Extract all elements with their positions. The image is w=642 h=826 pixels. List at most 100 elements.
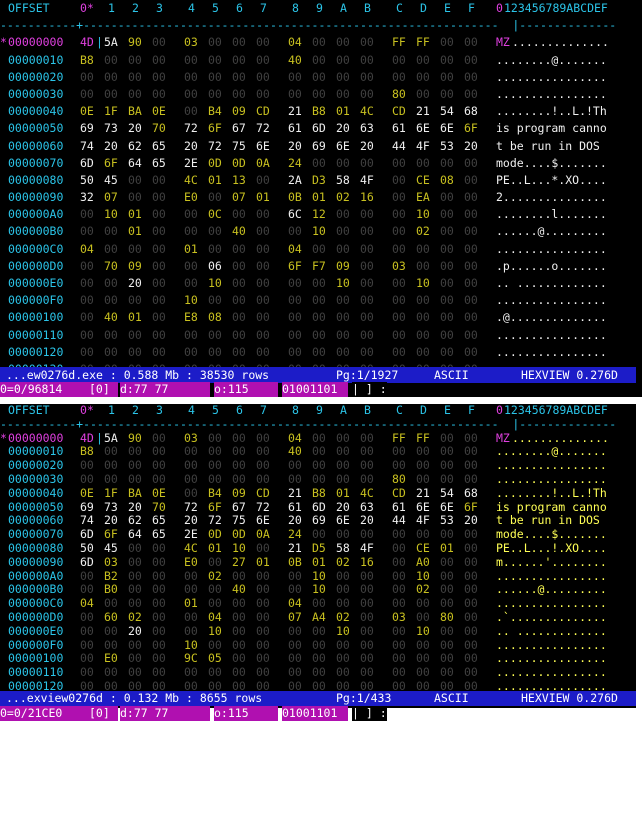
hex-byte[interactable]: 02 xyxy=(128,609,142,624)
hex-byte[interactable]: 00 xyxy=(416,458,430,473)
hex-byte[interactable]: BA xyxy=(128,485,142,500)
hex-byte[interactable]: 00 xyxy=(336,224,350,239)
hex-byte[interactable]: 6D xyxy=(312,499,326,514)
ascii-text[interactable]: mode....$....... xyxy=(496,527,607,542)
hex-byte[interactable]: 10 xyxy=(184,293,198,308)
hex-byte[interactable]: 00 xyxy=(184,224,198,239)
hex-byte[interactable]: 00 xyxy=(464,554,478,569)
hex-byte[interactable]: 6F xyxy=(208,121,222,136)
hex-byte[interactable]: 00 xyxy=(208,344,222,359)
hex-byte[interactable]: 6F xyxy=(208,499,222,514)
hex-byte[interactable]: 00 xyxy=(440,596,454,611)
hex-byte[interactable]: 21 xyxy=(288,540,302,555)
hex-byte[interactable]: 00 xyxy=(336,527,350,542)
hex-byte[interactable]: 01 xyxy=(336,485,350,500)
hex-byte[interactable]: 00 xyxy=(288,344,302,359)
hex-byte[interactable]: 00 xyxy=(336,444,350,459)
hex-byte[interactable]: 00 xyxy=(208,293,222,308)
hex-byte[interactable]: 67 xyxy=(232,499,246,514)
row-offset[interactable]: 00000050 xyxy=(8,499,64,514)
hex-byte[interactable]: 00 xyxy=(392,155,406,170)
hex-byte[interactable]: 00 xyxy=(208,678,222,693)
hex-byte[interactable]: 00 xyxy=(152,310,166,325)
hex-byte[interactable]: 00 xyxy=(152,276,166,290)
hex-byte[interactable]: 00 xyxy=(392,69,406,84)
hex-byte[interactable]: 00 xyxy=(80,678,94,693)
hex-byte[interactable]: 2E xyxy=(184,155,198,170)
hex-byte[interactable]: 00 xyxy=(104,665,118,680)
hex-byte[interactable]: 00 xyxy=(128,172,142,187)
hex-byte[interactable]: 00 xyxy=(152,665,166,680)
hex-byte[interactable]: 00 xyxy=(392,344,406,359)
hex-byte[interactable]: 00 xyxy=(256,258,270,273)
hex-byte[interactable]: 00 xyxy=(208,69,222,84)
hex-byte[interactable]: B8 xyxy=(80,52,94,67)
hex-byte[interactable]: 00 xyxy=(256,293,270,308)
hex-byte[interactable]: 00 xyxy=(464,444,478,459)
row-offset[interactable]: 00000010 xyxy=(8,444,64,459)
hex-byte[interactable]: 00 xyxy=(232,276,246,290)
hex-byte[interactable]: 6E xyxy=(440,121,454,136)
hex-byte[interactable]: 00 xyxy=(360,471,374,486)
ascii-text[interactable]: mode....$....... xyxy=(496,155,607,170)
hex-byte[interactable]: 00 xyxy=(416,637,430,652)
hex-byte[interactable]: 02 xyxy=(208,568,222,583)
hex-byte[interactable]: 07 xyxy=(104,190,118,205)
hex-byte[interactable]: 00 xyxy=(312,155,326,170)
hex-byte[interactable]: 00 xyxy=(288,86,302,101)
bottom-hexview-pane[interactable]: OFFSET 0* 1 2 3 4 5 6 7 8 9 A B C D E F 0 123456789ABCDEF -… xyxy=(0,403,642,721)
hex-byte[interactable]: 00 xyxy=(360,258,374,273)
hex-byte[interactable]: 61 xyxy=(288,499,302,514)
row-offset[interactable]: 00000110 xyxy=(8,665,64,680)
hex-byte[interactable]: EA xyxy=(416,190,430,205)
hex-byte[interactable]: 80 xyxy=(392,86,406,101)
hex-byte[interactable]: 20 xyxy=(464,513,478,528)
row-offset[interactable]: 000000F0 xyxy=(8,293,64,308)
hex-byte[interactable]: 00 xyxy=(312,69,326,84)
hex-byte[interactable]: 04 xyxy=(288,596,302,611)
hex-byte[interactable]: 01 xyxy=(128,224,142,239)
hex-byte[interactable]: 00 xyxy=(152,596,166,611)
hex-byte[interactable]: 00 xyxy=(208,35,222,50)
hex-byte[interactable]: 00 xyxy=(184,444,198,459)
ascii-text[interactable]: .............. xyxy=(512,430,609,445)
table-row[interactable]: 00000060 74 20 62 65 20 72 75 6E 20 69 6E 20 44 4F 53 20… xyxy=(0,514,636,528)
table-row[interactable]: 00000070 6D 6F 64 65 2E 0D 0D 0A 24 00 00 00 00 00 00 00… xyxy=(0,527,636,542)
cmd-prompt[interactable]: | ] : xyxy=(352,382,387,397)
hex-byte[interactable]: 00 xyxy=(104,637,118,652)
hex-byte[interactable]: 00 xyxy=(232,327,246,342)
hex-byte[interactable]: 00 xyxy=(312,678,326,693)
hex-byte[interactable]: 00 xyxy=(208,241,222,256)
hex-byte[interactable]: 9C xyxy=(184,651,198,666)
hex-byte[interactable]: 00 xyxy=(336,310,350,325)
hex-byte[interactable]: 10 xyxy=(416,623,430,638)
hex-byte[interactable]: 00 xyxy=(80,69,94,84)
hex-byte[interactable]: 01 xyxy=(208,540,222,555)
ascii-text[interactable]: PE..L...*.XO.... xyxy=(496,172,607,187)
hex-byte[interactable]: FF xyxy=(416,35,430,50)
hex-byte[interactable]: 00 xyxy=(128,678,142,693)
hex-byte[interactable]: 58 xyxy=(336,172,350,187)
hex-byte[interactable]: 00 xyxy=(440,207,454,222)
table-row[interactable]: 00000110 00 00 00 00 00 00 00 00 00 00 00 00 00 00 00 00… xyxy=(0,327,636,344)
hex-byte[interactable]: 00 xyxy=(360,665,374,680)
hex-byte[interactable]: 00 xyxy=(360,276,374,290)
hex-byte[interactable]: 00 xyxy=(464,310,478,325)
hex-byte[interactable]: 01 xyxy=(128,207,142,222)
table-row[interactable]: 00000090 6D 03 00 00 E0 00 27 01 0B 01 02 16 00 A0 00 00… xyxy=(0,554,636,570)
hex-byte[interactable]: 00 xyxy=(392,568,406,583)
hex-byte[interactable]: 12 xyxy=(312,207,326,222)
hex-byte[interactable]: 4F xyxy=(360,540,374,555)
hex-byte[interactable]: 4D xyxy=(80,430,94,445)
hex-byte[interactable]: 00 xyxy=(232,86,246,101)
hex-byte[interactable]: 00 xyxy=(360,637,374,652)
hex-byte[interactable]: 00 xyxy=(336,344,350,359)
hex-byte[interactable]: 90 xyxy=(128,35,142,50)
hex-byte[interactable]: 00 xyxy=(416,665,430,680)
hex-byte[interactable]: 6E xyxy=(336,513,350,528)
table-row[interactable]: 00000060 74 20 62 65 20 72 75 6E 20 69 6E 20 44 4F 53 20… xyxy=(0,138,636,155)
table-row[interactable]: 00000100 00 E0 00 00 9C 05 00 00 00 00 00 00 00 00 00 00… xyxy=(0,652,636,666)
table-row[interactable]: 00000080 50 45 00 00 4C 01 10 00 21 D5 58 4F 00 CE 01 00… xyxy=(0,540,636,556)
row-offset[interactable]: 00000080 xyxy=(8,172,64,187)
hex-byte[interactable]: FF xyxy=(392,430,406,445)
